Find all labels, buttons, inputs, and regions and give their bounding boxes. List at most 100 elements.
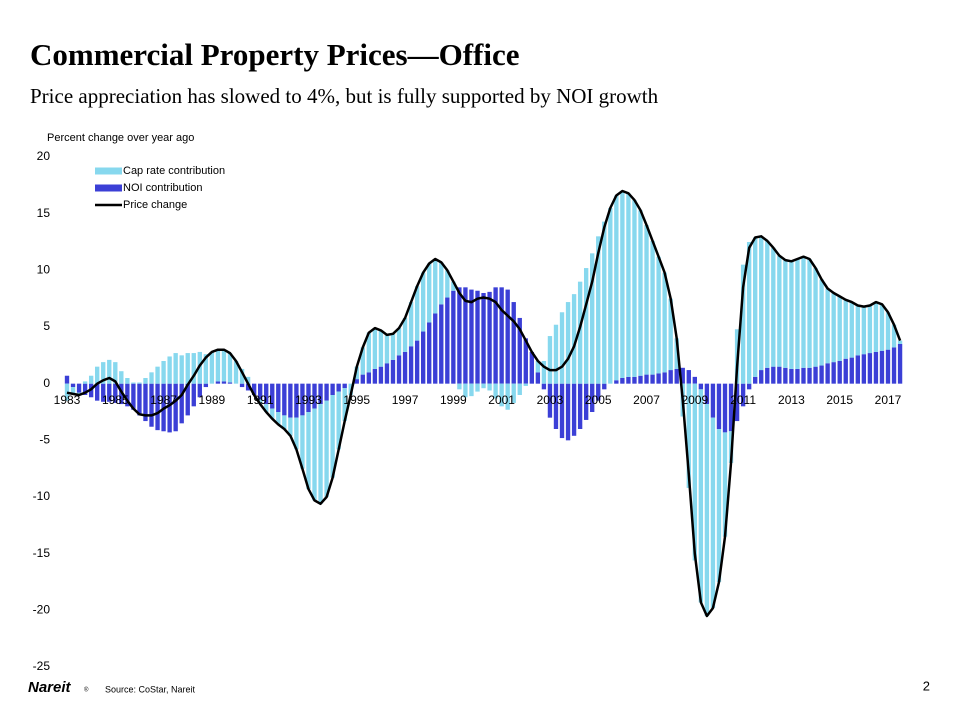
bar [801, 367, 806, 384]
x-tick-label: 1993 [295, 393, 322, 407]
bar [88, 375, 94, 384]
logo-mark: ® [84, 687, 89, 694]
bar [783, 260, 788, 368]
bar [499, 383, 504, 407]
bar [577, 383, 583, 429]
x-tick-label: 2015 [826, 393, 853, 407]
bar [716, 383, 722, 429]
bar [251, 383, 257, 395]
bar [469, 289, 474, 384]
bar [855, 355, 860, 384]
bar [535, 372, 541, 384]
bar [686, 383, 691, 488]
bar [674, 368, 679, 384]
bar [571, 383, 577, 436]
bar [662, 372, 667, 384]
bar [499, 287, 504, 384]
bar [813, 366, 818, 384]
bar [445, 297, 450, 384]
bar [885, 312, 891, 350]
bar [493, 287, 498, 384]
bar [487, 291, 492, 384]
y-tick-label: 0 [43, 376, 50, 390]
bar [330, 383, 335, 395]
bar [789, 261, 794, 369]
bar [656, 373, 661, 384]
bar [270, 383, 275, 409]
bar [753, 376, 758, 384]
bar [342, 383, 347, 389]
bar [451, 281, 456, 291]
bar [270, 408, 275, 419]
bar [517, 383, 522, 395]
bar [662, 272, 667, 373]
bar [239, 368, 245, 384]
bar [372, 328, 378, 369]
bar [215, 381, 221, 384]
bar [692, 376, 697, 384]
legend-label: Cap rate contribution [123, 165, 225, 177]
bar [384, 363, 390, 384]
bar [475, 290, 480, 384]
bar [590, 253, 595, 384]
bar [493, 383, 498, 399]
bar [203, 354, 209, 384]
bar [439, 262, 444, 305]
bar [414, 286, 420, 341]
bar [469, 383, 474, 397]
bar [101, 362, 106, 384]
bar [324, 383, 329, 401]
bar [70, 387, 76, 394]
bar [131, 383, 136, 410]
bar [288, 417, 293, 436]
bar [740, 383, 746, 407]
bar [258, 399, 263, 405]
bar [861, 306, 867, 355]
bar [360, 374, 365, 384]
bar [227, 353, 233, 383]
bar [420, 272, 426, 332]
bar [131, 382, 136, 384]
bar [505, 289, 510, 384]
bar [300, 415, 305, 469]
bar [95, 383, 100, 401]
bar [402, 317, 408, 352]
bar [831, 362, 836, 384]
bar [475, 383, 480, 392]
bar [137, 382, 142, 384]
x-tick-label: 2005 [585, 393, 612, 407]
bar [384, 334, 390, 364]
bar [650, 374, 655, 384]
bar [481, 383, 486, 389]
bar [427, 322, 432, 384]
bar [451, 290, 456, 384]
bar [698, 389, 704, 603]
bar [638, 375, 643, 384]
bar [855, 305, 860, 356]
bar [276, 412, 281, 425]
bar [82, 381, 88, 384]
bar [245, 383, 251, 391]
bar [879, 350, 885, 384]
bar [644, 374, 649, 384]
title: Commercial Property Prices—Office [30, 37, 519, 72]
y-tick-label: 20 [37, 149, 51, 163]
bar [378, 366, 384, 384]
bar [336, 391, 341, 450]
bar [173, 353, 178, 384]
bar [626, 376, 631, 384]
bar [668, 298, 673, 371]
y-tick-label: -25 [33, 659, 51, 673]
bar [354, 379, 359, 384]
bar [547, 383, 553, 418]
bar [674, 338, 679, 369]
bar [420, 331, 426, 384]
bar [626, 193, 631, 377]
bar [427, 263, 432, 323]
bar [445, 270, 450, 298]
bar [692, 383, 697, 561]
bar [149, 372, 154, 384]
bar [596, 383, 601, 401]
bar [288, 383, 293, 418]
bar [843, 358, 848, 384]
